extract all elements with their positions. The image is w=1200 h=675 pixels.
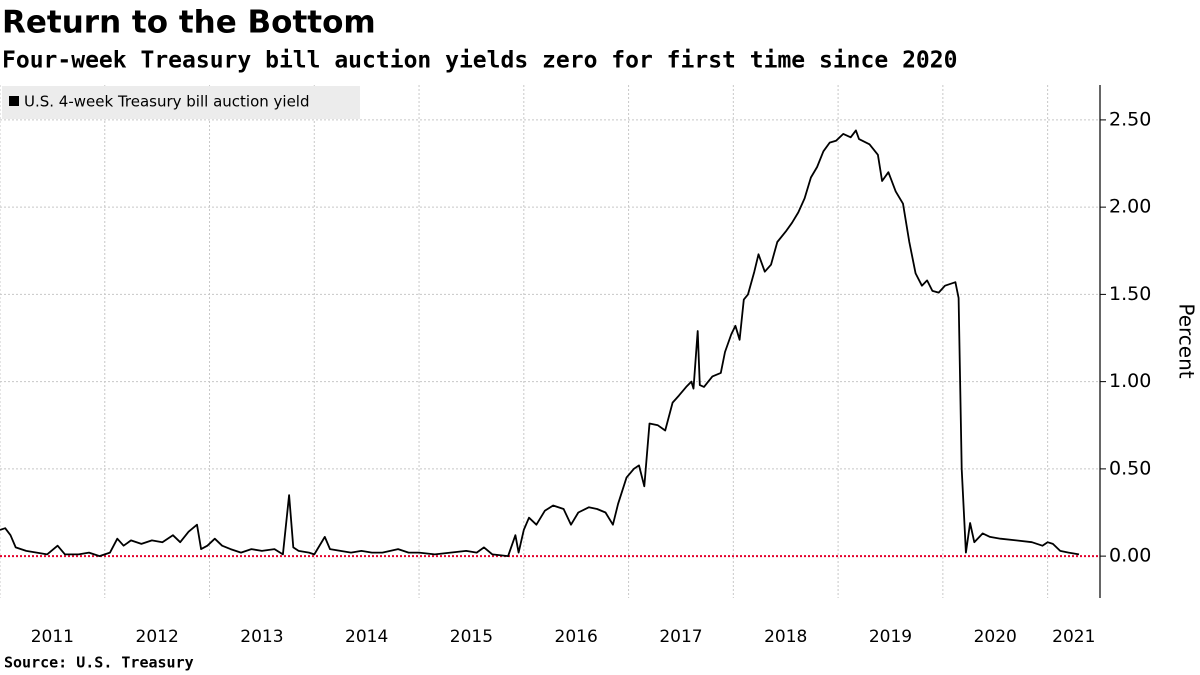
x-tick-label: 2011: [31, 627, 74, 647]
x-tick-label: 2015: [450, 627, 493, 647]
y-tick-label: 1.50: [1109, 283, 1151, 305]
x-tick-label: 2016: [555, 627, 598, 647]
chart-subtitle: Four-week Treasury bill auction yields z…: [2, 48, 957, 74]
legend-label: U.S. 4-week Treasury bill auction yield: [24, 93, 310, 111]
legend-box: [2, 86, 360, 119]
series-line: [0, 129, 1080, 557]
legend: U.S. 4-week Treasury bill auction yield: [2, 86, 360, 119]
x-tick-label: 2017: [659, 627, 702, 647]
x-tick-label: 2014: [345, 627, 388, 647]
x-tick-label: 2018: [764, 627, 807, 647]
x-tick-label: 2021: [1052, 627, 1095, 647]
source: Source: U.S. Treasury: [4, 654, 194, 672]
legend-swatch: [9, 96, 19, 106]
y-axis-label: Percent: [1175, 303, 1199, 378]
y-tick-label: 2.00: [1109, 196, 1151, 218]
y-tick-label: 0.50: [1109, 457, 1151, 479]
x-tick-label: 2019: [869, 627, 912, 647]
chart-title: Return to the Bottom: [2, 5, 376, 41]
x-tick-label: 2020: [974, 627, 1017, 647]
x-tick-label: 2013: [240, 627, 283, 647]
y-tick-label: 2.50: [1109, 108, 1151, 130]
y-tick-label: 0.00: [1109, 545, 1151, 567]
x-tick-label: 2012: [136, 627, 179, 647]
y-tick-label: 1.00: [1109, 370, 1151, 392]
